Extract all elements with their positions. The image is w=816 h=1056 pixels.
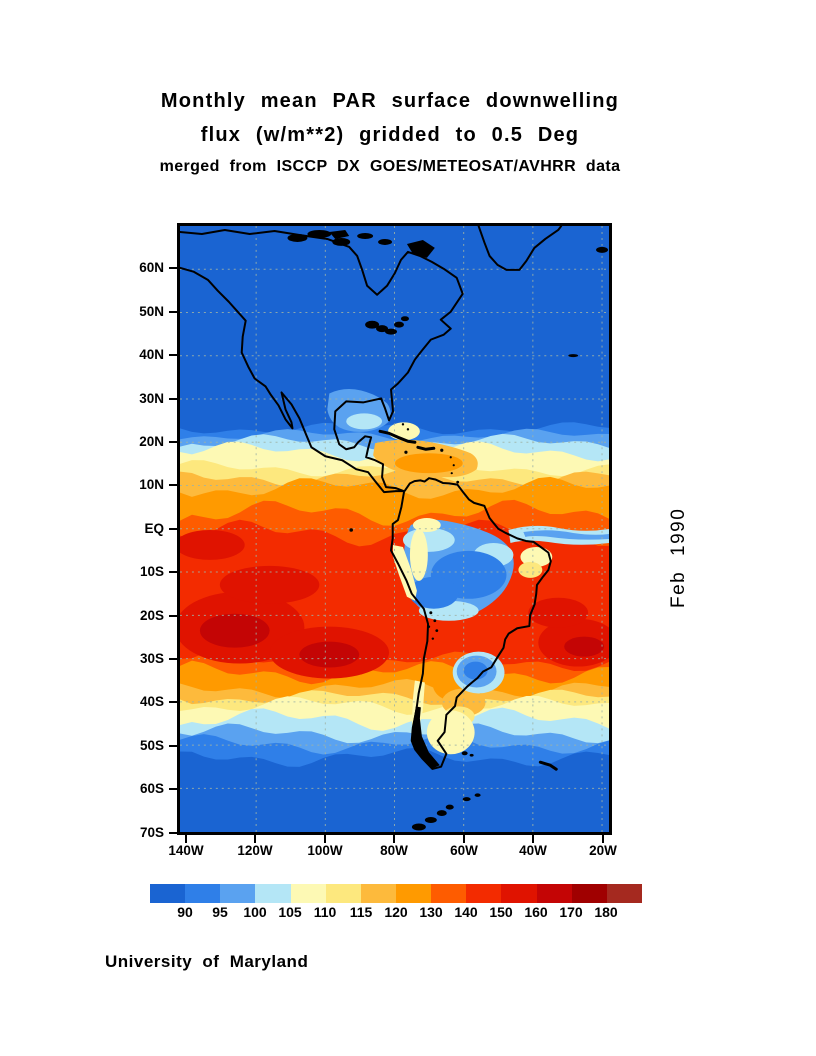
lat-tick-70s bbox=[169, 832, 177, 834]
colorbar-seg-105-110 bbox=[290, 884, 326, 903]
colorbar-label-140: 140 bbox=[454, 904, 478, 920]
title-line-3: merged from ISCCP DX GOES/METEOSAT/AVHRR… bbox=[159, 158, 621, 175]
credit-label: University of Maryland bbox=[105, 952, 309, 971]
lon-tick-120w bbox=[254, 835, 256, 843]
lat-tick-60s bbox=[169, 788, 177, 790]
lat-tick-30s bbox=[169, 658, 177, 660]
colorbar-label-120: 120 bbox=[384, 904, 408, 920]
coastlines bbox=[180, 226, 609, 831]
lat-label-40n: 40N bbox=[139, 347, 164, 362]
lat-tick-eq bbox=[169, 528, 177, 530]
colorbar bbox=[150, 884, 642, 903]
lon-tick-80w bbox=[393, 835, 395, 843]
lat-label-50n: 50N bbox=[139, 304, 164, 319]
lat-tick-40n bbox=[169, 354, 177, 356]
colorbar-label-90: 90 bbox=[177, 904, 193, 920]
lon-tick-40w bbox=[532, 835, 534, 843]
colorbar-seg-95-100 bbox=[220, 884, 256, 903]
lat-tick-40s bbox=[169, 701, 177, 703]
great-lakes bbox=[365, 316, 409, 335]
colorbar-seg-160-170 bbox=[536, 884, 572, 903]
colorbar-label-170: 170 bbox=[559, 904, 583, 920]
antilles bbox=[378, 423, 460, 484]
lat-label-eq: EQ bbox=[144, 521, 164, 536]
lat-label-20s: 20S bbox=[139, 608, 164, 623]
colorbar-label-105: 105 bbox=[278, 904, 302, 920]
map-panel bbox=[177, 223, 612, 835]
title-line-1: Monthly mean PAR surface downwelling bbox=[160, 90, 620, 112]
lon-label-140w: 140W bbox=[168, 843, 204, 858]
lat-label-60n: 60N bbox=[139, 260, 164, 275]
lon-label-20w: 20W bbox=[589, 843, 617, 858]
antarctic-peninsula bbox=[411, 793, 481, 831]
colorbar-label-95: 95 bbox=[212, 904, 228, 920]
colorbar-label-100: 100 bbox=[243, 904, 267, 920]
colorbar-label-110: 110 bbox=[313, 904, 337, 920]
lat-label-70s: 70S bbox=[139, 825, 164, 840]
lat-label-30s: 30S bbox=[139, 651, 164, 666]
colorbar-seg-170-180 bbox=[571, 884, 607, 903]
lon-label-40w: 40W bbox=[519, 843, 547, 858]
lon-tick-60w bbox=[463, 835, 465, 843]
colorbar-seg-140-150 bbox=[466, 884, 502, 903]
lon-label-120w: 120W bbox=[237, 843, 273, 858]
regional-features bbox=[180, 389, 609, 755]
lat-label-10n: 10N bbox=[139, 477, 164, 492]
colorbar-seg-gt180 bbox=[606, 884, 642, 903]
colorbar-seg-115-120 bbox=[360, 884, 396, 903]
lat-tick-50n bbox=[169, 311, 177, 313]
colorbar-seg-110-115 bbox=[325, 884, 361, 903]
lat-tick-50s bbox=[169, 745, 177, 747]
lon-label-60w: 60W bbox=[450, 843, 478, 858]
colorbar-label-150: 150 bbox=[489, 904, 513, 920]
lon-label-80w: 80W bbox=[380, 843, 408, 858]
lat-label-10s: 10S bbox=[139, 564, 164, 579]
lon-tick-20w bbox=[602, 835, 604, 843]
lon-tick-100w bbox=[324, 835, 326, 843]
lat-label-40s: 40S bbox=[139, 694, 164, 709]
lat-label-50s: 50S bbox=[139, 738, 164, 753]
arctic-islands bbox=[287, 229, 435, 258]
title-line-2: flux (w/m**2) gridded to 0.5 Deg bbox=[200, 124, 580, 146]
colorbar-label-180: 180 bbox=[594, 904, 618, 920]
lat-tick-10s bbox=[169, 571, 177, 573]
lon-tick-140w bbox=[185, 835, 187, 843]
lat-label-30n: 30N bbox=[139, 391, 164, 406]
lat-tick-30n bbox=[169, 398, 177, 400]
colorbar-seg-90-95 bbox=[185, 884, 221, 903]
colorbar-label-130: 130 bbox=[419, 904, 443, 920]
colorbar-seg-100-105 bbox=[255, 884, 291, 903]
colorbar-seg-120-130 bbox=[395, 884, 432, 903]
colorbar-label-160: 160 bbox=[524, 904, 548, 920]
lat-label-60s: 60S bbox=[139, 781, 164, 796]
colorbar-seg-130-140 bbox=[431, 884, 467, 903]
date-label: Feb 1990 bbox=[668, 507, 689, 608]
lat-tick-60n bbox=[169, 267, 177, 269]
colorbar-seg-lt90 bbox=[150, 884, 186, 903]
lon-label-100w: 100W bbox=[307, 843, 343, 858]
south-islands bbox=[349, 246, 609, 757]
colorbar-label-115: 115 bbox=[349, 904, 373, 920]
lat-tick-20s bbox=[169, 615, 177, 617]
lat-tick-20n bbox=[169, 441, 177, 443]
colorbar-seg-150-160 bbox=[501, 884, 537, 903]
lat-tick-10n bbox=[169, 484, 177, 486]
chart-title-block: Monthly mean PAR surface downwelling flu… bbox=[20, 84, 760, 182]
lat-label-20n: 20N bbox=[139, 434, 164, 449]
par-flux-map bbox=[180, 226, 609, 832]
